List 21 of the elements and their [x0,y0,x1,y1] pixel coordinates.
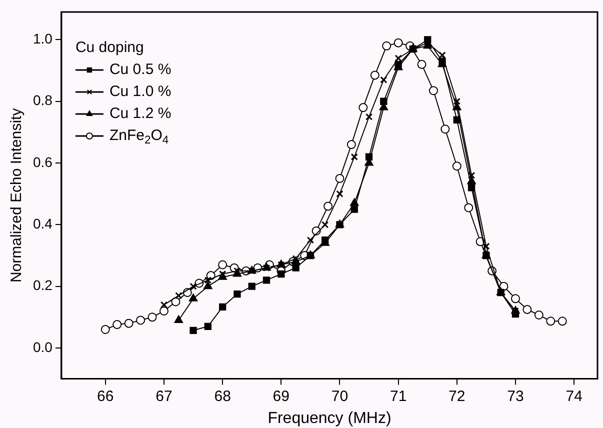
x-tick-label: 70 [331,388,348,405]
x-tick-label: 66 [97,388,114,405]
y-tick-label: 0.4 [32,216,53,232]
x-tick-label: 74 [566,388,582,405]
x-tick-label: 71 [390,388,407,405]
y-tick-label: 1.0 [32,30,53,47]
legend-label: Cu 0.5 % [109,61,172,78]
x-tick-label: 72 [448,388,466,405]
x-tick-label: 73 [507,388,524,405]
y-tick-label: 0.6 [32,154,53,170]
legend-label: Cu 1.0 % [109,83,172,100]
y-tick-label: 0.2 [32,277,53,294]
x-axis-title: Frequency (MHz) [268,410,392,427]
legend-title: Cu doping [75,39,144,56]
x-tick-label: 69 [272,388,290,405]
y-tick-label: 0.8 [32,92,53,108]
y-tick-label: 0.0 [32,338,53,355]
x-tick-label: 67 [156,388,172,405]
x-tick-label: 68 [214,388,231,405]
legend-label: Cu 1.2 % [109,105,172,122]
y-axis-title: Normalized Echo Intensity [8,108,26,283]
